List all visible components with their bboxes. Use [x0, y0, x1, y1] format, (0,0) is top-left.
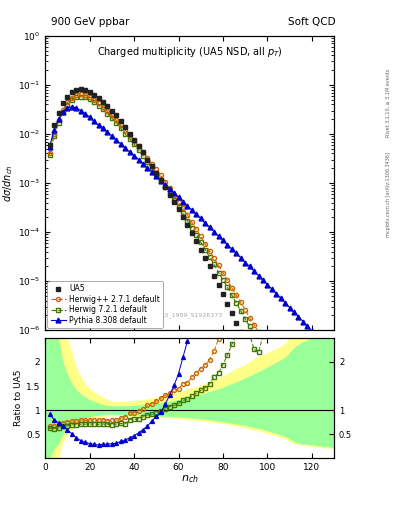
Line: Pythia 8.308 default: Pythia 8.308 default	[47, 104, 323, 344]
UA5	[61, 100, 65, 106]
Pythia 8.308 default	[105, 129, 110, 135]
Line: Herwig++ 2.7.1 default: Herwig++ 2.7.1 default	[48, 92, 314, 426]
UA5	[181, 214, 185, 220]
UA5	[118, 118, 123, 124]
Text: 900 GeV ppbar: 900 GeV ppbar	[51, 16, 129, 27]
Pythia 8.308 default	[74, 105, 79, 111]
UA5	[74, 87, 79, 93]
Pythia 8.308 default	[318, 338, 323, 344]
Herwig 7.2.1 default	[198, 239, 203, 245]
UA5	[83, 87, 88, 93]
UA5	[149, 163, 154, 169]
Herwig 7.2.1 default	[323, 462, 327, 468]
UA5	[70, 89, 74, 95]
UA5	[141, 150, 145, 156]
UA5	[78, 86, 83, 92]
Herwig++ 2.7.1 default	[309, 421, 314, 428]
UA5	[56, 110, 61, 116]
Herwig++ 2.7.1 default	[141, 149, 145, 155]
Herwig++ 2.7.1 default	[47, 151, 52, 157]
UA5	[220, 291, 225, 297]
UA5	[234, 320, 239, 326]
Herwig 7.2.1 default	[332, 479, 336, 485]
Text: mcplots.cern.ch [arXiv:1306.3436]: mcplots.cern.ch [arXiv:1306.3436]	[386, 152, 391, 237]
Herwig 7.2.1 default	[78, 94, 83, 100]
Pythia 8.308 default	[123, 145, 128, 151]
Pythia 8.308 default	[216, 233, 221, 239]
UA5	[163, 184, 167, 190]
UA5	[230, 310, 234, 316]
UA5	[239, 329, 243, 335]
Herwig++ 2.7.1 default	[78, 91, 83, 97]
Y-axis label: Ratio to UA5: Ratio to UA5	[14, 370, 23, 426]
Pythia 8.308 default	[185, 203, 190, 209]
UA5	[105, 103, 110, 109]
Herwig 7.2.1 default	[47, 152, 52, 158]
Pythia 8.308 default	[47, 144, 52, 150]
UA5	[132, 137, 136, 143]
UA5	[287, 445, 292, 451]
UA5	[167, 191, 172, 198]
X-axis label: $n_{ch}$: $n_{ch}$	[181, 474, 198, 485]
Herwig++ 2.7.1 default	[96, 100, 101, 106]
UA5	[110, 108, 114, 114]
Herwig 7.2.1 default	[296, 412, 301, 418]
Herwig 7.2.1 default	[136, 147, 141, 153]
Text: Charged multiplicity (UA5 NSD, all $p_T$): Charged multiplicity (UA5 NSD, all $p_T$…	[97, 45, 283, 59]
UA5	[185, 222, 190, 228]
Text: UA5_1989_S1926373: UA5_1989_S1926373	[156, 313, 223, 318]
Herwig++ 2.7.1 default	[136, 143, 141, 150]
UA5	[123, 124, 128, 130]
Herwig++ 2.7.1 default	[118, 122, 123, 129]
UA5	[136, 143, 141, 149]
Herwig++ 2.7.1 default	[216, 262, 221, 268]
UA5	[194, 238, 198, 244]
UA5	[145, 157, 150, 163]
UA5	[154, 170, 159, 176]
UA5	[96, 95, 101, 101]
UA5	[216, 282, 221, 288]
UA5	[207, 263, 212, 269]
UA5	[265, 391, 270, 397]
UA5	[101, 99, 105, 105]
Herwig 7.2.1 default	[118, 125, 123, 132]
UA5	[47, 142, 52, 148]
Herwig 7.2.1 default	[172, 197, 176, 203]
Herwig++ 2.7.1 default	[127, 132, 132, 138]
Line: Herwig 7.2.1 default: Herwig 7.2.1 default	[48, 94, 336, 484]
UA5	[52, 122, 57, 129]
UA5	[298, 466, 303, 472]
Pythia 8.308 default	[70, 103, 74, 110]
Y-axis label: $d\sigma/dn_{ch}$: $d\sigma/dn_{ch}$	[1, 164, 15, 202]
UA5	[87, 89, 92, 95]
UA5	[172, 199, 176, 205]
Text: Rivet 3.1.10, ≥ 3.1M events: Rivet 3.1.10, ≥ 3.1M events	[386, 68, 391, 137]
UA5	[225, 301, 230, 307]
Line: UA5: UA5	[47, 87, 303, 471]
UA5	[189, 230, 194, 236]
Legend: UA5, Herwig++ 2.7.1 default, Herwig 7.2.1 default, Pythia 8.308 default: UA5, Herwig++ 2.7.1 default, Herwig 7.2.…	[48, 281, 163, 328]
Pythia 8.308 default	[287, 305, 292, 311]
UA5	[127, 131, 132, 137]
UA5	[203, 254, 208, 261]
UA5	[65, 94, 70, 100]
Text: Soft QCD: Soft QCD	[288, 16, 336, 27]
UA5	[243, 339, 248, 345]
UA5	[158, 177, 163, 183]
UA5	[176, 206, 181, 212]
UA5	[198, 247, 203, 253]
UA5	[114, 112, 119, 118]
UA5	[212, 272, 217, 279]
UA5	[92, 92, 96, 98]
